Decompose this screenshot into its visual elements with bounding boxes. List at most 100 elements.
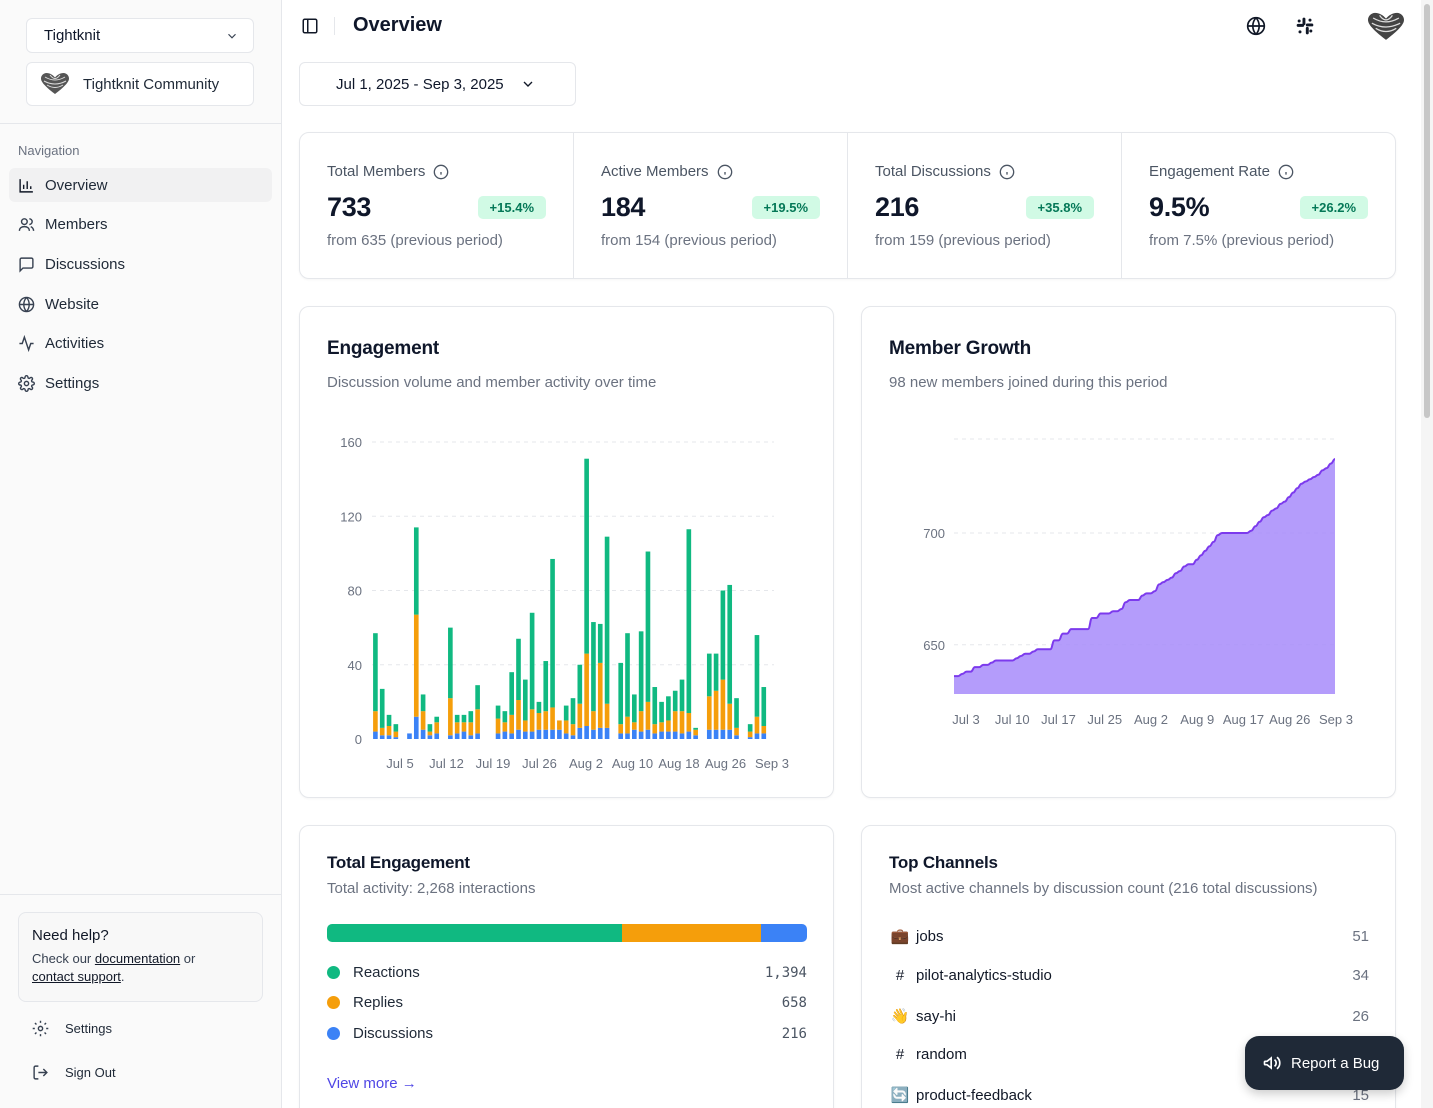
total-engagement-title: Total Engagement	[327, 853, 470, 872]
x-tick-label: Jul 10	[995, 712, 1030, 727]
community-switcher[interactable]: Tightknit Community	[26, 62, 254, 106]
stat-value: 733	[327, 192, 372, 222]
bar-segment	[393, 737, 399, 739]
bar-segment	[734, 735, 739, 739]
help-text-before: Check our	[32, 951, 92, 966]
slack-icon[interactable]	[1295, 16, 1315, 36]
help-text-after: .	[120, 969, 125, 984]
page-scrollbar[interactable]	[1421, 0, 1433, 1108]
globe-icon[interactable]	[1246, 16, 1266, 36]
stat-change-badge: +26.2%	[1299, 196, 1368, 219]
sidebar-item-overview[interactable]: Overview	[9, 168, 272, 202]
hash-icon: #	[895, 967, 905, 984]
sidebar-item-members[interactable]: Members	[9, 208, 272, 242]
x-tick-label: Sep 3	[1319, 712, 1353, 727]
legend-value: 1,394	[764, 964, 807, 981]
legend-replies: Replies 658	[327, 994, 807, 1011]
refresh-icon: 🔄	[890, 1087, 910, 1104]
chevron-down-icon	[228, 33, 236, 39]
bar-segment	[448, 627, 453, 699]
bar-segment	[543, 661, 549, 712]
legend-discussions: Discussions 216	[327, 1025, 807, 1042]
bar-chart-icon	[19, 178, 33, 193]
bar-segment	[638, 631, 644, 712]
stat-value: 216	[875, 192, 920, 222]
sidebar-item-settings[interactable]: Settings	[9, 366, 272, 400]
channel-row[interactable]: # pilot-analytics-studio 34	[889, 967, 1369, 984]
split-bar-segment	[761, 924, 807, 942]
user-avatar-icon[interactable]	[1368, 12, 1404, 42]
page-title: Overview	[353, 14, 442, 36]
info-icon[interactable]	[999, 164, 1015, 180]
bar-segment	[495, 718, 501, 734]
y-tick-label: 80	[348, 584, 362, 599]
contact-support-link[interactable]: contact support	[32, 969, 121, 984]
bar-segment	[543, 711, 549, 730]
bar-segment	[604, 703, 610, 728]
growth-title: Member Growth	[889, 338, 1032, 359]
info-icon[interactable]	[1278, 164, 1294, 180]
bar-segment	[529, 731, 535, 739]
sidebar-item-website[interactable]: Website	[9, 287, 272, 321]
sidebar-item-discussions[interactable]: Discussions	[9, 247, 272, 281]
bar-segment	[379, 688, 385, 728]
bar-segment	[495, 733, 501, 739]
y-tick-label: 40	[348, 658, 362, 673]
bar-segment	[373, 633, 378, 712]
channel-row[interactable]: # random	[889, 1046, 1369, 1063]
sidebar-item-label: Website	[45, 295, 99, 313]
footer-settings-button[interactable]: Settings	[32, 1020, 112, 1037]
bar-segment	[666, 731, 671, 739]
hash-icon: #	[895, 1046, 905, 1063]
bar-segment	[536, 729, 542, 739]
bar-segment	[734, 698, 739, 728]
sidebar-item-label: Members	[45, 216, 108, 234]
topbar: Overview	[283, 0, 1421, 53]
bar-segment	[672, 690, 678, 712]
bar-segment	[754, 635, 760, 717]
gear-icon	[18, 375, 35, 392]
documentation-link[interactable]: documentation	[94, 951, 181, 966]
bar-segment	[618, 733, 624, 739]
split-bar-segment	[622, 924, 762, 942]
stats-row: Total Members 733 from 635 (previous per…	[299, 132, 1396, 279]
channel-row[interactable]: 👋 say-hi 26	[889, 1007, 1369, 1026]
bar-segment	[427, 731, 433, 736]
x-tick-label: Aug 17	[1223, 712, 1264, 727]
bar-segment	[618, 662, 624, 725]
date-range-picker[interactable]: Jul 1, 2025 - Sep 3, 2025	[299, 62, 576, 106]
channel-row[interactable]: 🔄 product-feedback 15	[889, 1086, 1369, 1105]
bar-segment	[625, 733, 630, 739]
help-title: Need help?	[32, 927, 109, 944]
info-icon[interactable]	[717, 164, 733, 180]
report-bug-button[interactable]: Report a Bug	[1245, 1036, 1404, 1090]
legend-value: 216	[781, 1025, 807, 1042]
sidebar-nav: Overview Members Discussions Website Act…	[9, 168, 272, 406]
help-box: Need help? Check our documentation or co…	[18, 912, 263, 1002]
community-logo-icon	[41, 73, 69, 94]
scrollbar-thumb[interactable]	[1424, 4, 1430, 418]
y-tick-label: 160	[340, 435, 362, 450]
bar-segment	[427, 735, 433, 739]
bar-segment	[557, 720, 562, 730]
sidebar-item-activities[interactable]: Activities	[9, 327, 272, 361]
bar-segment	[659, 722, 664, 732]
stat-label-row: Active Members	[601, 163, 820, 180]
channel-name: jobs	[916, 927, 944, 945]
channel-row[interactable]: 💼 jobs 51	[889, 927, 1369, 946]
bar-segment	[373, 711, 378, 732]
sidebar-toggle-icon[interactable]	[301, 17, 319, 35]
total-engagement-subtitle: Total activity: 2,268 interactions	[327, 880, 536, 897]
info-icon[interactable]	[433, 164, 449, 180]
legend-dot	[327, 966, 340, 979]
x-tick-label: Aug 18	[658, 756, 699, 771]
sign-out-button[interactable]: Sign Out	[32, 1064, 116, 1081]
bar-segment	[529, 709, 535, 732]
bar-segment	[666, 696, 671, 721]
view-more-link[interactable]: View more →	[327, 1075, 417, 1092]
bar-segment	[448, 698, 453, 736]
channel-name: pilot-analytics-studio	[916, 967, 1052, 984]
bar-segment	[475, 685, 480, 710]
workspace-select[interactable]: Tightknit	[26, 18, 254, 53]
bar-segment	[468, 711, 474, 723]
